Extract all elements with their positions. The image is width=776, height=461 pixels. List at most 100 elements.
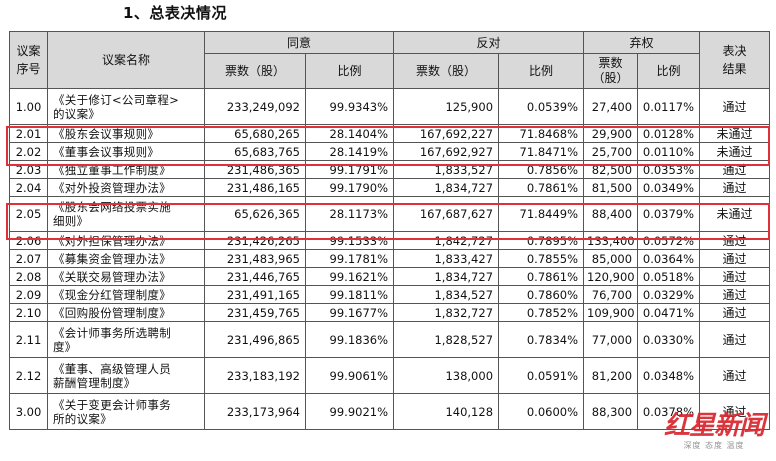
cell-name: 《董事、高级管理人员 薪酬管理制度》 — [47, 357, 205, 394]
cell-result: 通过 — [699, 303, 771, 322]
cell-oppose-votes: 1,834,527 — [393, 285, 500, 304]
cell-abstain-ratio: 0.0110% — [637, 142, 701, 161]
cell-abstain-votes: 120,900 — [583, 267, 639, 286]
cell-oppose-votes: 1,834,727 — [393, 178, 500, 197]
cell-oppose-ratio: 0.7856% — [498, 160, 585, 179]
cell-agree-votes: 231,491,165 — [204, 285, 306, 304]
cell-oppose-votes: 1,833,527 — [393, 160, 500, 179]
cell-seq: 3.00 — [9, 393, 48, 430]
cell-agree-ratio: 99.1677% — [304, 303, 395, 322]
cell-seq: 2.07 — [9, 249, 48, 268]
cell-seq: 2.10 — [9, 303, 48, 322]
cell-agree-ratio: 99.9343% — [304, 88, 395, 125]
cell-name: 《关联交易管理办法》 — [47, 267, 205, 286]
table-row: 2.05 《股东会网络投票实施 细则》 65,626,365 28.1173% 167,… — [9, 196, 771, 232]
cell-name: 《股东会议事规则》 — [47, 124, 205, 143]
cell-result: 通过 — [699, 160, 771, 179]
cell-oppose-votes: 1,828,527 — [393, 321, 500, 358]
cell-abstain-votes: 29,900 — [583, 124, 639, 143]
cell-oppose-ratio: 0.7852% — [498, 303, 585, 322]
cell-agree-ratio: 99.1533% — [304, 231, 395, 250]
cell-abstain-ratio: 0.0348% — [637, 357, 701, 394]
header-agree: 同意 — [203, 31, 395, 54]
cell-oppose-ratio: 0.7861% — [498, 178, 585, 197]
header-abstain-ratio: 比例 — [637, 53, 701, 89]
cell-agree-votes: 233,173,964 — [204, 393, 306, 430]
header-agree-votes: 票数（股） — [204, 53, 306, 89]
cell-abstain-votes: 81,500 — [583, 178, 639, 197]
cell-seq: 2.01 — [9, 124, 48, 143]
cell-agree-votes: 65,626,365 — [204, 196, 306, 232]
watermark-logo: 红星新闻 — [663, 411, 765, 441]
header-oppose-ratio: 比例 — [498, 53, 585, 89]
cell-seq: 2.06 — [9, 231, 48, 250]
cell-oppose-votes: 1,834,727 — [393, 267, 500, 286]
cell-oppose-ratio: 0.7855% — [498, 249, 585, 268]
cell-oppose-votes: 138,000 — [393, 357, 500, 394]
cell-abstain-ratio: 0.0128% — [637, 124, 701, 143]
cell-seq: 1.00 — [9, 88, 48, 125]
cell-agree-ratio: 99.1621% — [304, 267, 395, 286]
cell-name: 《关于变更会计师事务 所的议案》 — [47, 393, 205, 430]
cell-abstain-votes: 82,500 — [583, 160, 639, 179]
cell-agree-ratio: 99.1790% — [304, 178, 395, 197]
cell-abstain-votes: 85,000 — [583, 249, 639, 268]
table-row: 2.08 《关联交易管理办法》 231,446,765 99.1621% 1,834,7… — [9, 267, 771, 286]
cell-abstain-ratio: 0.0471% — [637, 303, 701, 322]
cell-agree-votes: 231,483,965 — [204, 249, 306, 268]
table-row: 2.04 《对外投资管理办法》 231,486,165 99.1790% 1,834,7… — [9, 178, 771, 197]
watermark-slogan: 深度 态度 温度 — [683, 441, 745, 450]
cell-agree-ratio: 28.1419% — [304, 142, 395, 161]
cell-agree-ratio: 99.9061% — [304, 357, 395, 394]
cell-abstain-votes: 25,700 — [583, 142, 639, 161]
cell-name: 《募集资金管理办法》 — [47, 249, 205, 268]
cell-agree-ratio: 28.1173% — [304, 196, 395, 232]
table-row: 2.06 《对外担保管理办法》 231,426,265 99.1533% 1,842,7… — [9, 231, 771, 250]
cell-abstain-votes: 88,400 — [583, 196, 639, 232]
cell-abstain-votes: 88,300 — [583, 393, 639, 430]
table-row: 1.00 《关于修订<公司章程> 的议案》 233,249,092 99.9343% 1… — [9, 88, 771, 125]
cell-abstain-votes: 109,900 — [583, 303, 639, 322]
cell-abstain-votes: 76,700 — [583, 285, 639, 304]
table-row: 3.00 《关于变更会计师事务 所的议案》 233,173,964 99.9021% 1… — [9, 393, 771, 430]
cell-seq: 2.09 — [9, 285, 48, 304]
cell-name: 《回购股份管理制度》 — [47, 303, 205, 322]
cell-result: 未通过 — [699, 196, 771, 232]
cell-result: 通过 — [699, 249, 771, 268]
cell-agree-votes: 65,680,265 — [204, 124, 306, 143]
cell-agree-votes: 233,183,192 — [204, 357, 306, 394]
cell-name: 《关于修订<公司章程> 的议案》 — [47, 88, 205, 125]
cell-oppose-ratio: 0.0591% — [498, 357, 585, 394]
cell-oppose-ratio: 0.7861% — [498, 267, 585, 286]
cell-agree-ratio: 99.1836% — [304, 321, 395, 358]
table-row: 2.01 《股东会议事规则》 65,680,265 28.1404% 167,692,2… — [9, 124, 771, 143]
vote-results-table: 议案 序号 议案名称 同意 反对 弃权 表决 结果 票数（股） 比例 票数（股）… — [9, 31, 771, 430]
header-abstain-votes: 票数 （股） — [583, 53, 639, 89]
cell-abstain-ratio: 0.0353% — [637, 160, 701, 179]
cell-oppose-votes: 1,842,727 — [393, 231, 500, 250]
cell-result: 未通过 — [699, 124, 771, 143]
cell-result: 通过 — [699, 231, 771, 250]
table-row: 2.07 《募集资金管理办法》 231,483,965 99.1781% 1,833,4… — [9, 249, 771, 268]
vote-rows: 1.00 《关于修订<公司章程> 的议案》 233,249,092 99.9343% 1… — [9, 88, 771, 430]
cell-abstain-ratio: 0.0379% — [637, 196, 701, 232]
cell-oppose-ratio: 0.7895% — [498, 231, 585, 250]
cell-agree-votes: 231,459,765 — [204, 303, 306, 322]
cell-agree-ratio: 28.1404% — [304, 124, 395, 143]
cell-abstain-ratio: 0.0349% — [637, 178, 701, 197]
cell-oppose-votes: 167,692,927 — [393, 142, 500, 161]
cell-abstain-votes: 133,400 — [583, 231, 639, 250]
section-title: 1、总表决情况 — [123, 4, 227, 22]
cell-name: 《股东会网络投票实施 细则》 — [47, 196, 205, 232]
cell-seq: 2.11 — [9, 321, 48, 358]
cell-abstain-ratio: 0.0117% — [637, 88, 701, 125]
cell-agree-ratio: 99.1781% — [304, 249, 395, 268]
cell-seq: 2.03 — [9, 160, 48, 179]
cell-result: 未通过 — [699, 142, 771, 161]
cell-oppose-votes: 1,833,427 — [393, 249, 500, 268]
cell-abstain-votes: 77,000 — [583, 321, 639, 358]
cell-agree-ratio: 99.1811% — [304, 285, 395, 304]
cell-result: 通过 — [699, 88, 771, 125]
cell-name: 《对外投资管理办法》 — [47, 178, 205, 197]
header-agree-ratio: 比例 — [304, 53, 395, 89]
